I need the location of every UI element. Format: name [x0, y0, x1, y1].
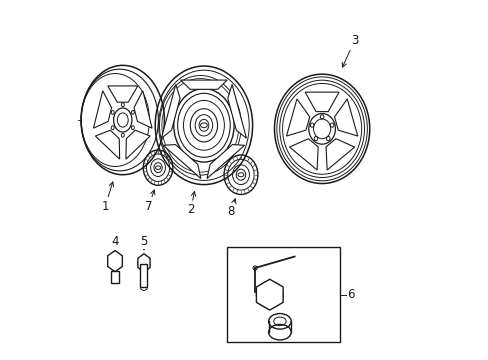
Polygon shape [305, 92, 338, 112]
Text: 7: 7 [144, 190, 155, 213]
Polygon shape [181, 80, 227, 89]
Bar [226, 247, 339, 342]
Polygon shape [289, 139, 318, 170]
Polygon shape [163, 145, 201, 179]
Text: 2: 2 [187, 192, 195, 216]
Polygon shape [125, 130, 150, 159]
Text: 1: 1 [101, 182, 113, 213]
Bar [111, 271, 119, 283]
Polygon shape [138, 254, 150, 272]
Text: 4: 4 [111, 235, 119, 248]
Polygon shape [134, 91, 152, 128]
Polygon shape [107, 251, 122, 272]
Bar [140, 264, 147, 287]
Polygon shape [107, 86, 138, 102]
Text: 5: 5 [140, 235, 147, 249]
Polygon shape [325, 139, 354, 170]
Polygon shape [334, 99, 357, 136]
Polygon shape [286, 99, 309, 136]
Polygon shape [227, 85, 246, 138]
Text: 6: 6 [346, 288, 354, 301]
Polygon shape [256, 279, 283, 310]
Text: 8: 8 [227, 199, 236, 218]
Text: 3: 3 [342, 34, 358, 67]
Polygon shape [95, 130, 120, 159]
Polygon shape [206, 145, 244, 179]
Polygon shape [161, 85, 180, 138]
Polygon shape [93, 91, 111, 128]
